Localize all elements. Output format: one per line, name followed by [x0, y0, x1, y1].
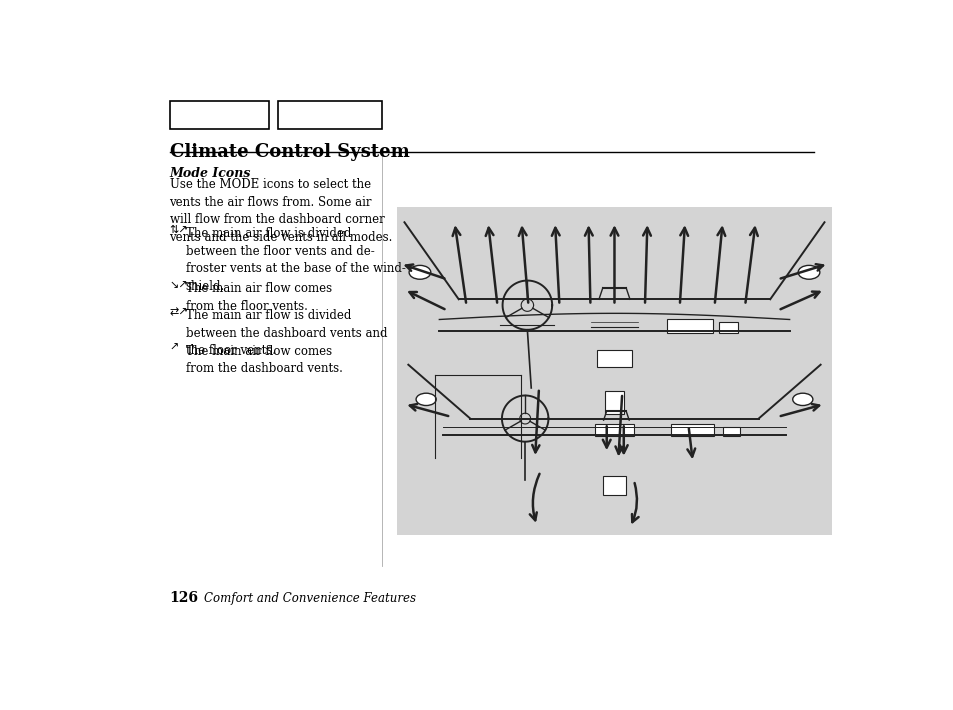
Bar [602, 476, 625, 495]
Bar [170, 101, 269, 129]
Bar [278, 101, 381, 129]
Ellipse shape [798, 266, 819, 279]
Text: ⇄↗: ⇄↗ [170, 307, 188, 317]
Ellipse shape [409, 266, 431, 279]
Bar [719, 322, 738, 332]
Text: The main air flow comes
from the dashboard vents.: The main air flow comes from the dashboa… [186, 345, 342, 376]
Text: ↘↗: ↘↗ [170, 280, 188, 290]
Text: Use the MODE icons to select the
vents the air flows from. Some air
will flow fr: Use the MODE icons to select the vents t… [170, 178, 393, 244]
Text: ↗: ↗ [170, 343, 179, 353]
Text: Mode Icons: Mode Icons [170, 168, 251, 180]
Bar [595, 424, 633, 437]
Bar [670, 424, 713, 437]
Text: The main air flow comes
from the floor vents.: The main air flow comes from the floor v… [186, 282, 332, 312]
Bar [396, 353, 831, 535]
Ellipse shape [792, 393, 812, 405]
Bar [597, 350, 631, 367]
Text: Comfort and Convenience Features: Comfort and Convenience Features [204, 591, 416, 605]
Text: 126: 126 [170, 591, 198, 605]
Text: The main air flow is divided
between the dashboard vents and
the floor vents.: The main air flow is divided between the… [186, 310, 387, 357]
Text: Climate Control System: Climate Control System [170, 143, 409, 160]
Text: The main air flow is divided
between the floor vents and de-
froster vents at th: The main air flow is divided between the… [186, 227, 405, 293]
Bar [666, 319, 713, 332]
Bar [722, 427, 740, 437]
Bar [396, 207, 831, 466]
Text: ⇅↗: ⇅↗ [170, 225, 188, 235]
Ellipse shape [416, 393, 436, 405]
Bar [604, 391, 623, 414]
